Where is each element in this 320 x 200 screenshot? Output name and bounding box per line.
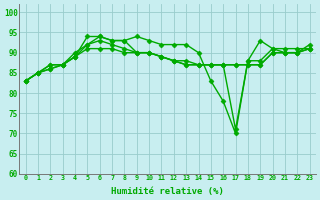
X-axis label: Humidité relative (%): Humidité relative (%) [111,187,224,196]
